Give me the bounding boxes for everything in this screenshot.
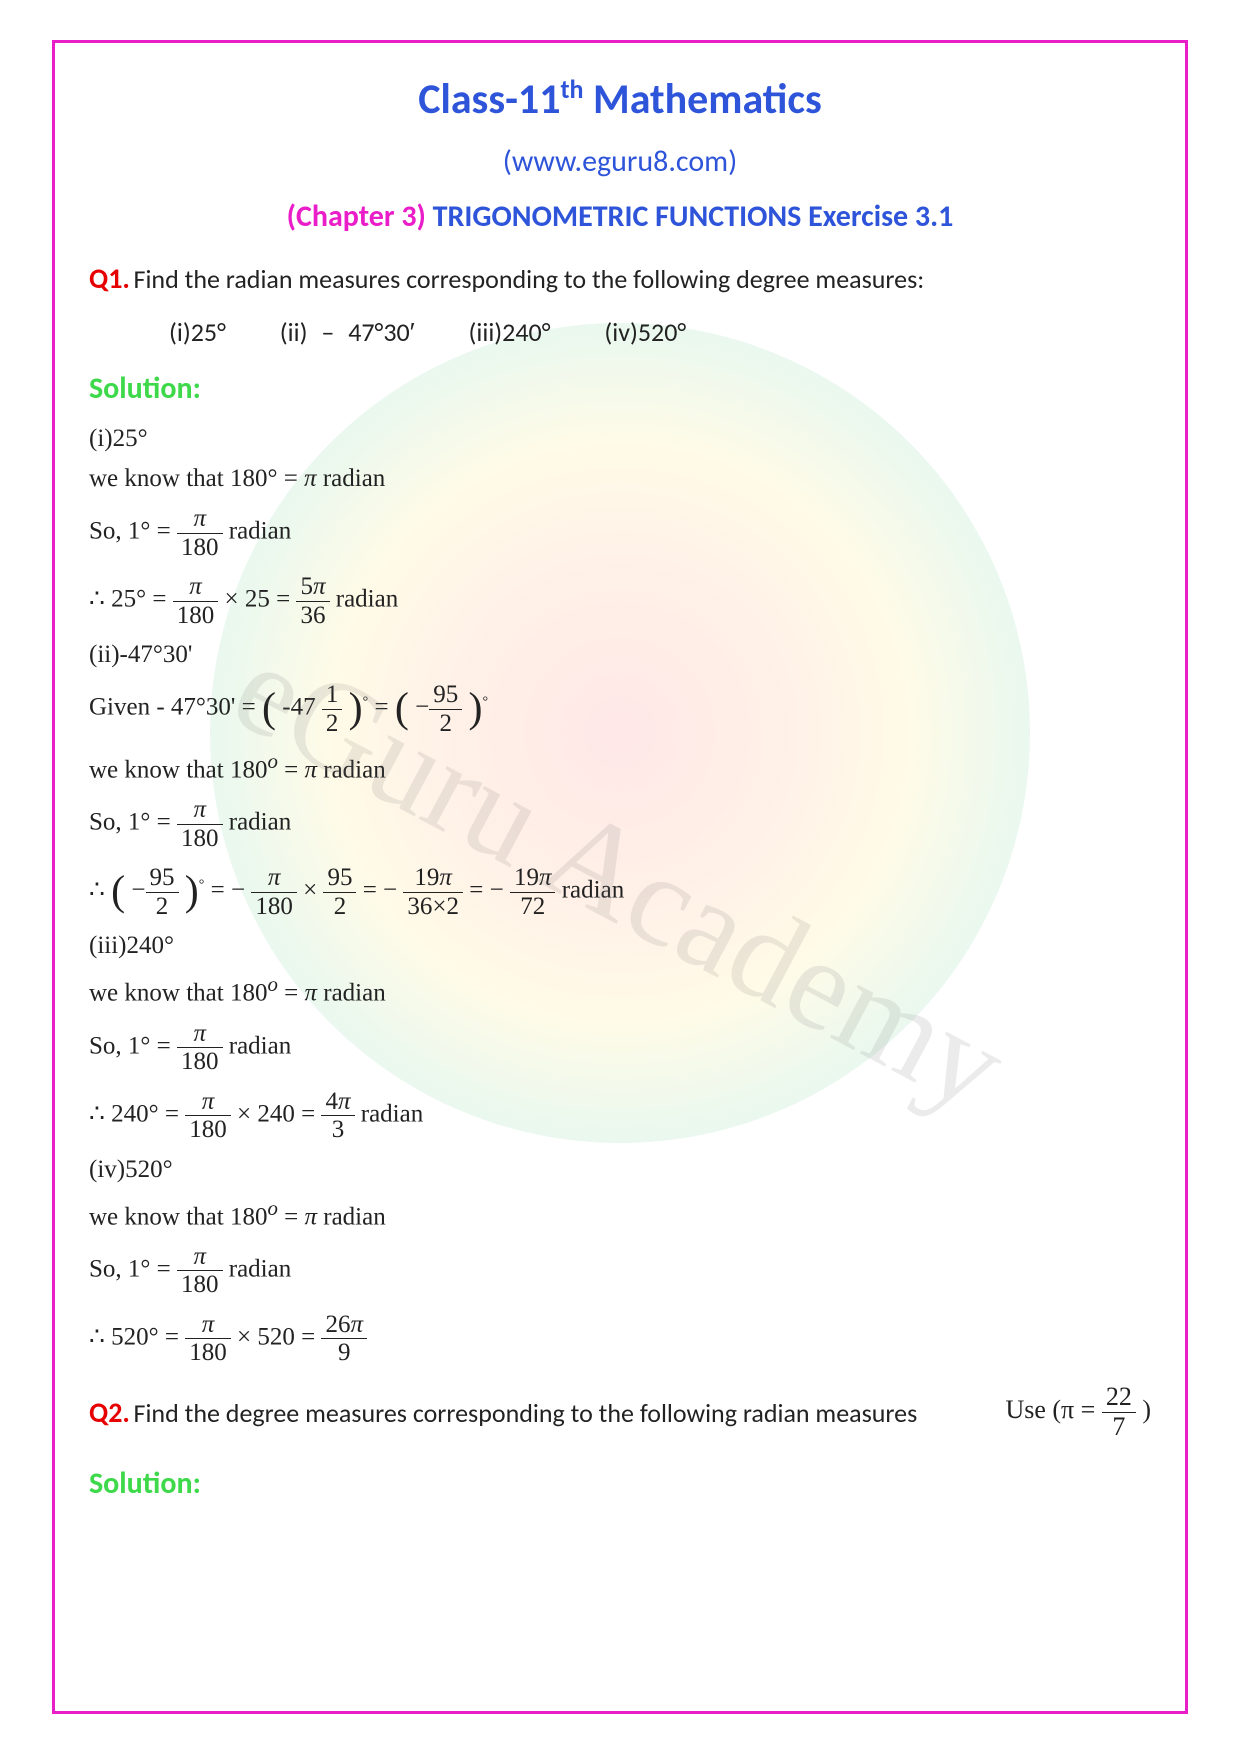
so-suffix: radian — [229, 518, 291, 545]
opt-iii: (iii)240° — [469, 316, 551, 348]
th: ∴ — [89, 877, 111, 904]
paren: ) — [185, 869, 199, 915]
sol-iv-head: (iv)520° — [89, 1156, 1151, 1184]
frac-pi-180: π180 — [177, 505, 223, 561]
frac: 12 — [322, 681, 343, 737]
sol-iii-result: ∴ 240° = π180 × 240 = 4π3 radian — [89, 1088, 1151, 1144]
sol-so-2: So, 1° = π180 radian — [89, 796, 1151, 852]
t240: × 240 = — [237, 1100, 321, 1127]
rad: radian — [336, 586, 398, 613]
paren: ( — [395, 686, 409, 732]
sol-know-2: we know that 180o = π radian — [89, 749, 1151, 784]
sol-so-4: So, 1° = π180 radian — [89, 1243, 1151, 1299]
frac: π180 — [173, 573, 219, 629]
deg: ° — [482, 694, 488, 709]
sol-ii-head: (ii)-47°30' — [89, 641, 1151, 669]
chapter-heading: (Chapter 3) TRIGONOMETRIC FUNCTIONS Exer… — [89, 198, 1151, 235]
opt-i: (i)25° — [169, 316, 226, 348]
frac: π180 — [251, 864, 297, 920]
chapter-label: (Chapter 3) — [287, 198, 426, 235]
chapter-name: TRIGONOMETRIC FUNCTIONS Exercise 3.1 — [426, 198, 953, 235]
q1-text: Find the radian measures corresponding t… — [134, 263, 925, 295]
sol-know-1: we know that 180° = π radian — [89, 465, 1151, 493]
q1-label: Q1. — [89, 261, 130, 296]
frac: π180 — [177, 796, 223, 852]
opt-iv: (iv)520° — [604, 316, 686, 348]
sol-iv-result: ∴ 520° = π180 × 520 = 26π9 — [89, 1311, 1151, 1367]
solution-label: Solution: — [89, 370, 1151, 407]
q1-line: Q1. Find the radian measures correspondi… — [89, 261, 1151, 296]
deg: ° — [199, 878, 205, 893]
sol-so-1: So, 1° = π180 radian — [89, 505, 1151, 561]
page-border: eGuru Academy Class-11th Mathematics (ww… — [52, 40, 1188, 1714]
frac: π180 — [185, 1311, 231, 1367]
frac: 19π72 — [510, 864, 556, 920]
frac: 19π36×2 — [403, 864, 463, 920]
q1-options: (i)25° (ii) – 47°30′ (iii)240° (iv)520° — [169, 316, 1151, 348]
frac: π180 — [185, 1088, 231, 1144]
given: Given - 47°30' = — [89, 694, 262, 721]
sol-ii-given: Given - 47°30' = ( -47 12 )° = ( −952 )° — [89, 681, 1151, 737]
th25: ∴ 25° = — [89, 586, 173, 613]
frac: π180 — [177, 1243, 223, 1299]
frac-22-7: 227 — [1102, 1383, 1136, 1441]
sol-know-3: we know that 180o = π radian — [89, 972, 1151, 1007]
title-sup: th — [561, 73, 584, 105]
so-prefix: So, 1° = — [89, 518, 177, 545]
use: Use (π = — [1005, 1395, 1101, 1424]
th520: ∴ 520° = — [89, 1324, 185, 1351]
q2-label: Q2. — [89, 1395, 130, 1430]
paren: ( — [262, 686, 276, 732]
sol-know-4: we know that 180o = π radian — [89, 1196, 1151, 1231]
title-suffix: Mathematics — [583, 74, 821, 125]
sol-so-3: So, 1° = π180 radian — [89, 1020, 1151, 1076]
frac: π180 — [177, 1020, 223, 1076]
frac: 26π9 — [321, 1311, 367, 1367]
frac: 5π36 — [296, 573, 329, 629]
frac: 952 — [429, 681, 462, 737]
eq: = — [374, 694, 394, 721]
solution-label-2: Solution: — [89, 1465, 1151, 1502]
sol-i-head: (i)25° — [89, 425, 1151, 453]
t520: × 520 = — [237, 1324, 321, 1351]
deg: ° — [363, 694, 369, 709]
th240: ∴ 240° = — [89, 1100, 185, 1127]
sol-iii-head: (iii)240° — [89, 932, 1151, 960]
sol-ii-result: ∴ ( −952 )° = − π180 × 952 = − 19π36×2 =… — [89, 864, 1151, 920]
sol-i-result: ∴ 25° = π180 × 25 = 5π36 radian — [89, 573, 1151, 629]
content-area: Class-11th Mathematics (www.eguru8.com) … — [89, 73, 1151, 1502]
paren: ) — [468, 686, 482, 732]
q2-text: Find the degree measures corresponding t… — [134, 1397, 918, 1429]
page-title: Class-11th Mathematics — [89, 73, 1151, 125]
title-prefix: Class-11 — [418, 74, 560, 125]
frac: 4π3 — [321, 1088, 354, 1144]
q2-use: Use (π = 227 ) — [1005, 1383, 1151, 1441]
site-url: (www.eguru8.com) — [89, 143, 1151, 180]
close: ) — [1142, 1395, 1151, 1424]
frac: 952 — [146, 864, 179, 920]
q2-left: Q2. Find the degree measures correspondi… — [89, 1395, 917, 1430]
t25: × 25 = — [225, 586, 297, 613]
paren: ( — [111, 869, 125, 915]
opt-ii: (ii) – 47°30′ — [280, 316, 415, 348]
q2-line: Q2. Find the degree measures correspondi… — [89, 1383, 1151, 1441]
paren: ) — [349, 686, 363, 732]
m47: -47 — [282, 694, 315, 721]
frac: 952 — [323, 864, 356, 920]
